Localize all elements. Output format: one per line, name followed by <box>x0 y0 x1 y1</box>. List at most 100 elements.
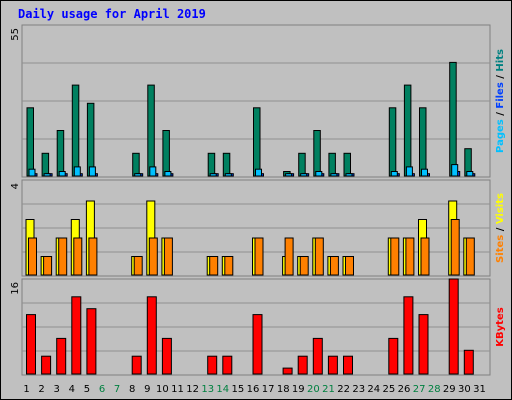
bar-hits-day-10 <box>162 130 170 177</box>
x-tick-label: 29 <box>443 384 456 395</box>
bar-pages-day-27 <box>421 168 428 177</box>
bar-sites-day-1 <box>28 237 37 276</box>
legend-text: Visits <box>495 193 506 224</box>
bar-hits-day-2 <box>41 152 50 177</box>
bar-hits-day-22 <box>343 152 351 177</box>
panel-visits_sites-max-label: 4 <box>10 183 21 189</box>
bar-hits-day-29 <box>449 61 457 177</box>
x-tick-label: 22 <box>337 384 350 395</box>
x-tick-label: 18 <box>277 384 290 395</box>
bar-kbytes-day-9 <box>146 296 157 375</box>
bar-sites-day-8 <box>133 256 143 276</box>
bar-kbytes-day-13 <box>207 355 218 375</box>
bar-sites-day-4 <box>73 237 83 276</box>
panel-kbytes: 16 KBytes <box>10 278 506 376</box>
x-tick-label: 14 <box>216 384 229 395</box>
x-tick-label: 20 <box>307 384 320 395</box>
bar-sites-day-20 <box>314 237 324 276</box>
x-tick-label: 26 <box>398 384 411 395</box>
legend-text: Hits <box>495 49 506 72</box>
bar-sites-day-19 <box>299 256 309 276</box>
bar-sites-day-2 <box>43 256 53 276</box>
panel-kbytes-max-label: 16 <box>10 282 21 295</box>
bar-sites-day-21 <box>329 256 339 276</box>
x-tick-label: 25 <box>383 384 396 395</box>
x-tick-label: 7 <box>114 384 120 395</box>
legend-text: Pages <box>495 119 506 153</box>
bar-kbytes-day-4 <box>71 296 82 375</box>
bar-hits-day-26 <box>403 84 412 177</box>
legend-text: / <box>495 224 506 235</box>
bar-kbytes-day-21 <box>327 355 338 375</box>
bar-pages-day-20 <box>315 171 323 177</box>
bar-kbytes-day-5 <box>86 308 97 375</box>
bar-sites-day-10 <box>163 237 173 276</box>
x-tick-label: 4 <box>69 384 75 395</box>
bar-sites-day-22 <box>345 256 354 276</box>
bar-pages-day-4 <box>73 166 81 177</box>
bar-pages-day-18 <box>285 173 293 177</box>
panel-visits_sites: 4 Sites / Visits <box>10 179 506 277</box>
bar-pages-day-22 <box>345 173 353 177</box>
x-tick-label: 23 <box>352 384 365 395</box>
bar-hits-day-9 <box>147 84 155 177</box>
bar-sites-day-25 <box>390 237 400 276</box>
bar-hits-day-1 <box>26 107 34 177</box>
bar-hits-day-8 <box>132 152 140 177</box>
x-tick-label: 11 <box>171 384 184 395</box>
bar-pages-day-26 <box>405 166 413 177</box>
bar-sites-day-9 <box>148 237 158 276</box>
bar-kbytes-day-2 <box>41 355 52 375</box>
bar-hits-day-25 <box>388 107 397 177</box>
bar-kbytes-day-3 <box>56 337 67 375</box>
bar-kbytes-day-8 <box>131 355 142 375</box>
x-tick-label: 6 <box>99 384 105 395</box>
bar-pages-day-9 <box>149 166 157 177</box>
bar-hits-day-4 <box>71 84 80 177</box>
x-tick-label: 2 <box>38 384 44 395</box>
bar-pages-day-13 <box>209 173 217 177</box>
bar-pages-day-29 <box>451 164 459 177</box>
bar-hits-day-14 <box>222 152 231 177</box>
bar-sites-day-5 <box>88 237 98 276</box>
bar-kbytes-day-19 <box>297 355 308 375</box>
bar-kbytes-day-14 <box>222 355 233 375</box>
bar-pages-day-14 <box>224 173 232 177</box>
bar-sites-day-30 <box>465 237 475 276</box>
bar-kbytes-day-1 <box>26 314 36 375</box>
bar-kbytes-day-10 <box>161 337 172 375</box>
bar-sites-day-3 <box>58 237 68 276</box>
x-tick-label: 31 <box>473 384 486 395</box>
bar-pages-day-3 <box>58 171 66 177</box>
legend-text: Sites <box>495 235 506 263</box>
legend-text: / <box>495 72 506 83</box>
panel-hits_files_pages-max-label: 55 <box>10 28 21 41</box>
x-tick-label: 1 <box>23 384 29 395</box>
x-tick-label: 30 <box>458 384 471 395</box>
x-tick-label: 9 <box>144 384 150 395</box>
bar-kbytes-day-27 <box>418 314 429 375</box>
x-tick-label: 24 <box>367 384 380 395</box>
panel-kbytes-legend: KBytes <box>495 307 506 346</box>
bar-pages-day-21 <box>330 173 338 177</box>
bar-kbytes-day-26 <box>403 296 414 375</box>
bar-pages-day-25 <box>390 171 398 177</box>
bar-pages-day-16 <box>255 168 262 177</box>
legend-text: / <box>495 109 506 120</box>
x-tick-label: 5 <box>84 384 90 395</box>
bar-sites-day-13 <box>209 256 219 276</box>
bar-hits-day-20 <box>313 130 321 177</box>
bar-kbytes-day-29 <box>448 278 459 375</box>
bar-kbytes-day-25 <box>388 337 399 375</box>
x-tick-label: 27 <box>413 384 426 395</box>
bar-pages-day-19 <box>300 173 308 177</box>
panel-hits_files_pages: 55 Pages / Files / Hits <box>10 24 506 178</box>
bar-sites-day-16 <box>254 237 264 276</box>
x-tick-label: 28 <box>428 384 441 395</box>
panel-hits_files_pages-legend: Pages / Files / Hits <box>495 49 506 153</box>
bar-kbytes-day-30 <box>463 349 474 375</box>
x-tick-label: 13 <box>201 384 214 395</box>
x-tick-label: 12 <box>186 384 199 395</box>
bar-kbytes-day-16 <box>252 314 263 375</box>
legend-text: KBytes <box>495 307 506 346</box>
